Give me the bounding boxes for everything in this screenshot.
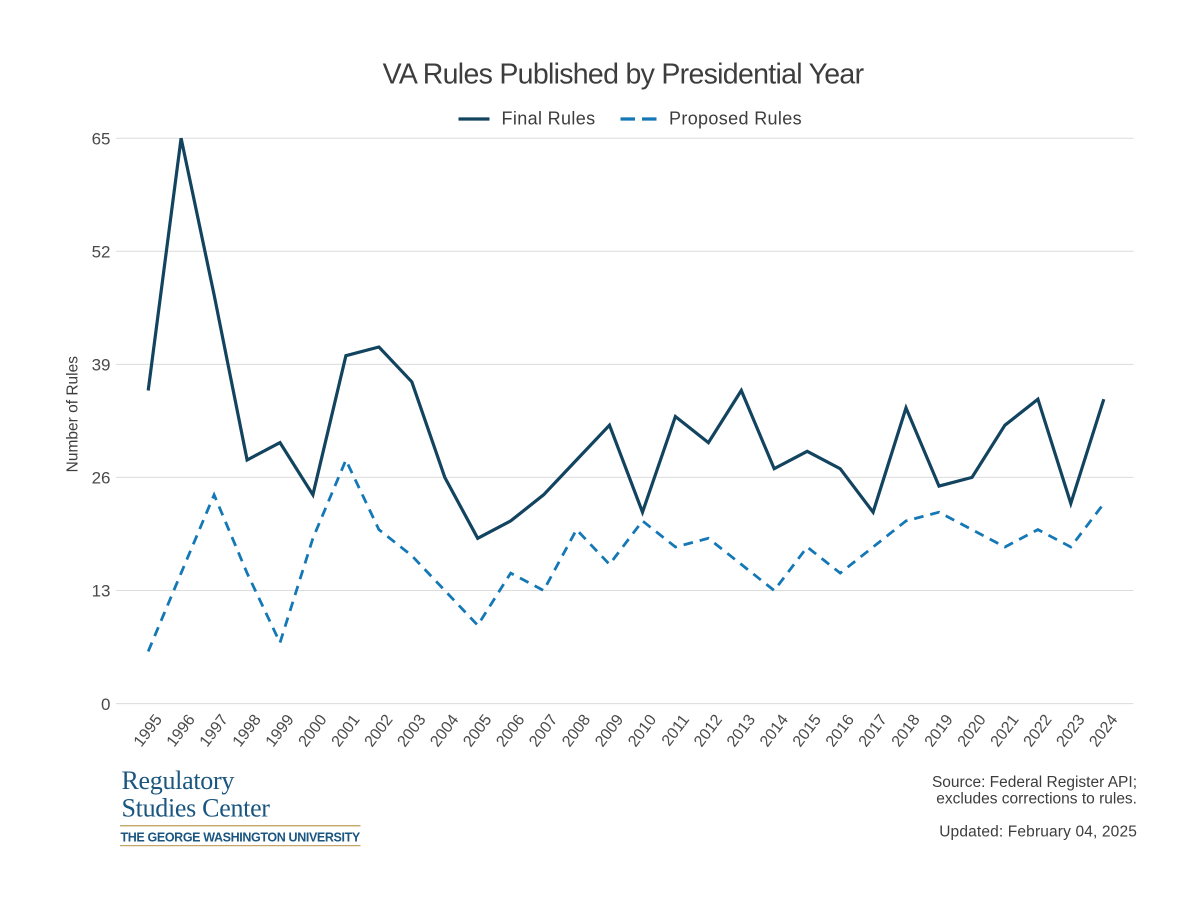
svg-text:VA Rules Published by Presiden: VA Rules Published by Presidential Year bbox=[383, 59, 865, 91]
svg-text:Proposed Rules: Proposed Rules bbox=[669, 109, 802, 129]
svg-text:13: 13 bbox=[92, 582, 111, 601]
svg-text:Studies Center: Studies Center bbox=[122, 794, 271, 823]
svg-text:39: 39 bbox=[92, 356, 111, 375]
svg-text:Number of Rules: Number of Rules bbox=[65, 356, 82, 473]
svg-text:52: 52 bbox=[92, 243, 111, 262]
svg-text:65: 65 bbox=[92, 129, 111, 148]
svg-text:26: 26 bbox=[92, 469, 111, 488]
svg-text:Updated: February 04, 2025: Updated: February 04, 2025 bbox=[939, 824, 1137, 841]
svg-text:Source: Federal Register API;: Source: Federal Register API; bbox=[932, 774, 1137, 791]
svg-text:Regulatory: Regulatory bbox=[122, 766, 235, 795]
svg-text:excludes corrections to rules.: excludes corrections to rules. bbox=[936, 791, 1137, 808]
svg-text:THE GEORGE WASHINGTON UNIVERSI: THE GEORGE WASHINGTON UNIVERSITY bbox=[121, 830, 361, 844]
svg-text:Final Rules: Final Rules bbox=[502, 109, 596, 129]
svg-text:0: 0 bbox=[101, 695, 110, 714]
